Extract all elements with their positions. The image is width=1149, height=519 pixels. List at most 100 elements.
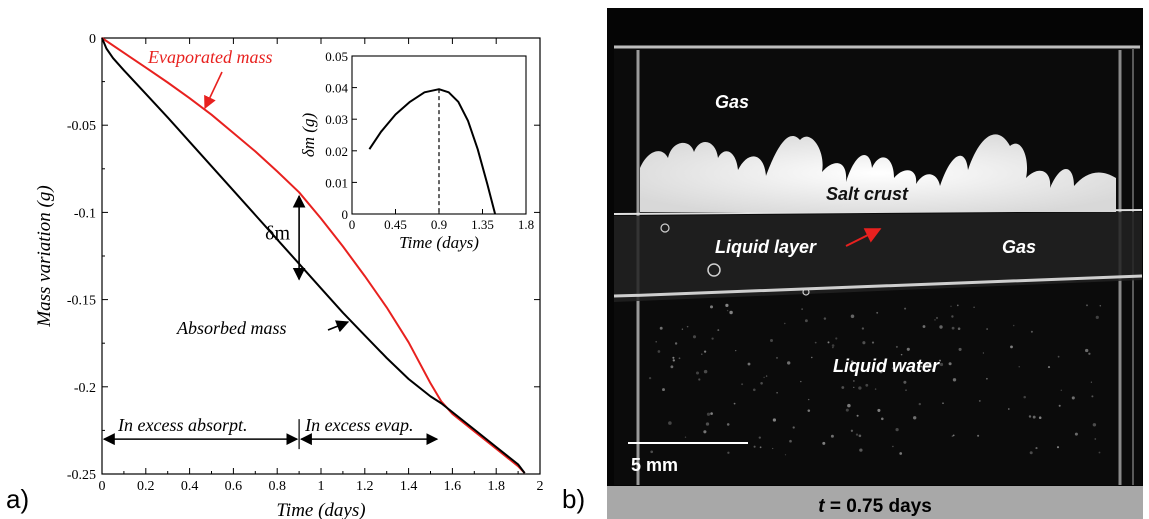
particle (832, 347, 834, 349)
inset-y-tick-label: 0.05 (325, 49, 348, 64)
inset-x-tick-label: 0.45 (384, 217, 407, 232)
particle (759, 446, 762, 449)
excess-absorpt-label: In excess absorpt. (117, 415, 247, 435)
main-chart: 0 0.2 0.4 0.6 0.8 1 1.2 1.4 1.6 1.8 2 0 -0.05 -0.1 -0… (34, 32, 544, 519)
particle (951, 326, 955, 330)
particle (1057, 355, 1060, 358)
particle (1038, 416, 1042, 419)
particle (703, 369, 708, 374)
particle (710, 305, 713, 309)
particle (853, 380, 855, 382)
particle (776, 392, 778, 394)
particle (931, 368, 935, 371)
time-caption-value: = 0.75 days (825, 496, 932, 517)
particle (668, 421, 672, 425)
particle (725, 303, 729, 308)
particle (706, 412, 711, 416)
inset-x-tick-label: 1.8 (518, 217, 534, 232)
particle (841, 386, 845, 389)
evaporated-mass-line (101, 37, 526, 474)
inset-chart: 0 0.45 0.9 1.35 1.8 0 0.01 0.02 0.03 0.04 0.05 Ti… (299, 49, 534, 252)
inset-y-ticks: 0 0.01 0.02 0.03 0.04 0.05 (325, 49, 357, 222)
particle (672, 356, 675, 359)
particle (874, 388, 877, 390)
particle (930, 361, 932, 364)
main-x-tick-label: 1 (318, 479, 325, 494)
particle (986, 377, 988, 380)
particle (925, 363, 929, 367)
particle (1099, 305, 1102, 307)
particle (1098, 451, 1101, 454)
particle (830, 434, 834, 438)
particle (850, 360, 854, 363)
particle (776, 356, 778, 359)
particle (952, 378, 957, 382)
particle (861, 327, 865, 330)
main-x-tick-label: 1.8 (487, 479, 505, 494)
main-x-axis-label: Time (days) (276, 500, 365, 519)
particle (692, 335, 697, 339)
particle (1029, 451, 1033, 455)
particle (935, 316, 939, 320)
main-x-tick-label: 0.6 (225, 479, 243, 494)
panel-a-label: a) (6, 484, 29, 514)
particle (698, 378, 701, 381)
inset-y-tick-label: 0 (342, 207, 349, 222)
particle (871, 341, 875, 344)
excess-evap-label: In excess evap. (304, 415, 413, 435)
particle (831, 344, 835, 347)
scale-bar-label: 5 mm (631, 455, 678, 475)
particle (1060, 389, 1063, 391)
particle (876, 311, 879, 314)
evaporated-mass-label: Evaporated mass (147, 47, 273, 67)
particle (850, 429, 854, 432)
particle (856, 414, 859, 417)
particle (835, 337, 838, 340)
time-caption-symbol: t (818, 496, 825, 517)
particle (733, 402, 736, 405)
particle (811, 356, 813, 359)
particle (760, 382, 763, 385)
particle (752, 388, 756, 392)
particle (952, 434, 955, 437)
inset-y-tick-label: 0.01 (325, 175, 348, 190)
particle (895, 427, 899, 432)
particle (741, 383, 744, 386)
main-x-tick-label: 0.4 (181, 479, 199, 494)
particle (948, 362, 952, 366)
liquid-layer-region (614, 212, 1142, 302)
particle (877, 408, 881, 412)
main-series (101, 37, 526, 474)
particle (847, 403, 851, 408)
particle (701, 353, 703, 355)
particle (900, 353, 903, 356)
delta-m-label: δm (265, 223, 290, 245)
experiment-photo: Gas Salt crust Liquid layer Gas Liquid w… (607, 8, 1143, 486)
particle (1091, 395, 1094, 398)
particle (845, 408, 849, 412)
particle (973, 306, 975, 308)
salt-crust-shape (640, 134, 1116, 212)
particle (670, 365, 674, 369)
particle (1071, 396, 1075, 400)
time-caption: t = 0.75 days (818, 496, 932, 517)
inset-x-tick-label: 1.35 (471, 217, 494, 232)
bubble (802, 288, 810, 296)
particle (865, 383, 869, 387)
particle (770, 339, 773, 342)
particle (939, 362, 944, 367)
particle (903, 380, 907, 384)
particle (1047, 366, 1051, 369)
liquid-layer-arrow (845, 228, 882, 247)
absorbed-mass-label: Absorbed mass (176, 318, 287, 338)
main-x-tick-label: 0.8 (268, 479, 286, 494)
particle (879, 369, 883, 374)
particle (951, 315, 954, 318)
particle (784, 322, 786, 325)
inset-x-tick-label: 0.9 (431, 217, 447, 232)
inset-x-axis-label: Time (days) (399, 233, 479, 252)
particle (823, 317, 827, 320)
particle (1028, 415, 1032, 418)
particle (1007, 408, 1010, 410)
